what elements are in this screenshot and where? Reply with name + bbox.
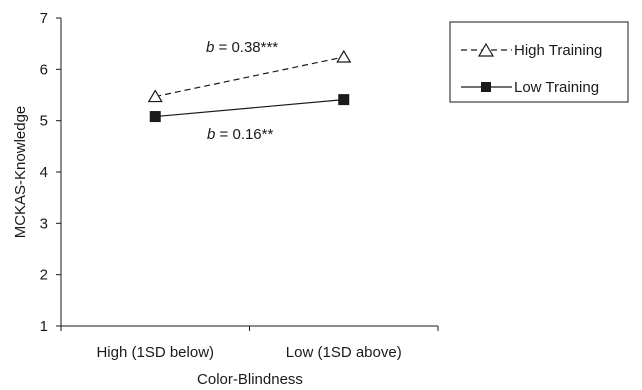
y-tick-label-1: 2 [40,267,48,284]
legend-low-training-marker [481,82,491,92]
annotation-low-training: b = 0.16** [207,126,273,143]
annotation-low-training-prefix: b [207,126,215,143]
x-tick-label-1: Low (1SD above) [286,344,402,361]
series-layer [147,49,352,123]
data-point-low-training-1 [338,94,350,106]
annotation-high-training: b = 0.38*** [206,39,278,56]
data-point-high-training-0 [147,89,163,103]
legend-high-training-label: High Training [514,42,602,59]
y-tick-label-5: 6 [40,61,48,78]
data-point-high-training-1 [336,49,352,63]
y-tick-label-4: 5 [40,113,48,130]
y-tick-label-3: 4 [40,164,48,181]
y-tick-label-6: 7 [40,10,48,27]
data-point-low-training-0 [149,111,161,123]
annotation-high-training-prefix: b [206,39,214,56]
x-axis-title: Color-Blindness [197,371,303,388]
series-line-low-training [155,99,344,118]
series-line-high-training [155,56,344,98]
legend: High Training Low Training [449,21,629,103]
y-tick-label-2: 3 [40,215,48,232]
annotation-high-training-value: = 0.38*** [214,39,278,56]
legend-box [449,21,629,103]
legend-high-training-marker [477,42,495,57]
y-tick-label-0: 1 [40,318,48,335]
x-tick-label-0: High (1SD below) [96,344,214,361]
y-axis-title: MCKAS-Knowledge [12,106,29,239]
legend-item-low-training: Low Training [461,79,599,96]
legend-item-high-training: High Training [461,42,602,59]
annotation-low-training-value: = 0.16** [215,126,273,143]
x-axis-ticks: High (1SD below) Low (1SD above) [60,326,439,361]
legend-low-training-label: Low Training [514,79,599,96]
y-axis-ticks: 1 2 3 4 5 6 7 [40,10,61,335]
